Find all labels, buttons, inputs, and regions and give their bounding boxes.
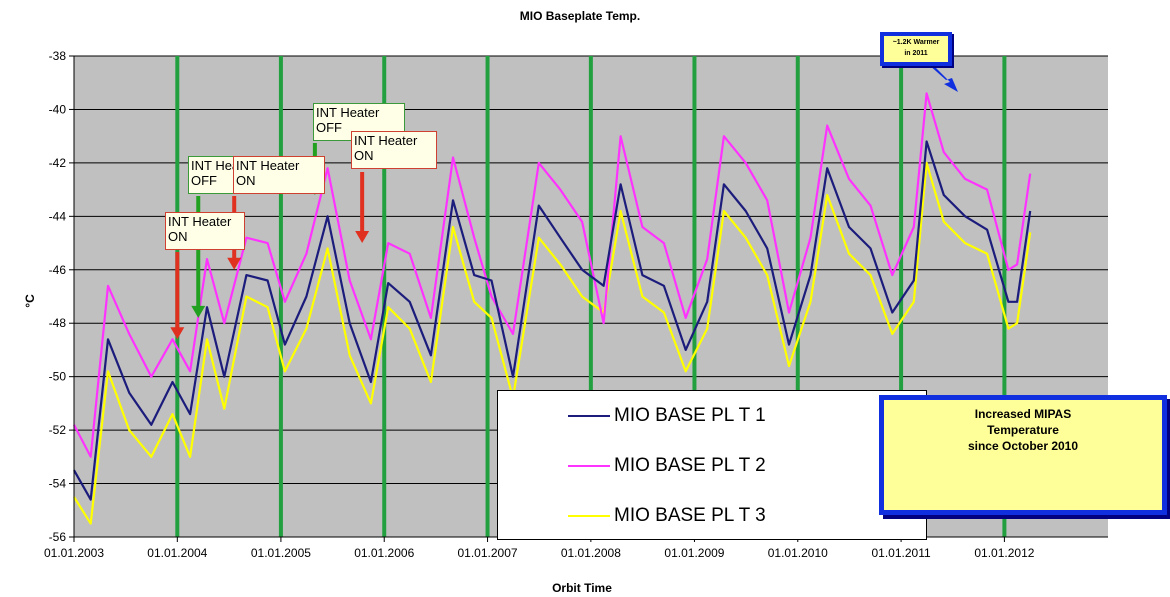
legend-label: MIO BASE PL T 1 [614,405,766,426]
y-tick-label: -42 [49,156,67,170]
x-tick-label: 01.01.2012 [974,546,1034,560]
legend-label: MIO BASE PL T 2 [614,455,766,476]
x-tick-label: 01.01.2004 [147,546,207,560]
x-tick-label: 01.01.2003 [44,546,104,560]
y-axis-ticks: -38 -40 -42 -44 -46 -48 -50 -52 -54 -56 [49,49,75,544]
x-tick-label: 01.01.2011 [872,546,931,560]
x-tick-label: 01.01.2006 [354,546,414,560]
legend-label: MIO BASE PL T 3 [614,505,766,526]
x-axis-ticks: 01.01.2003 01.01.2004 01.01.2005 01.01.2006… [44,536,1108,560]
arrow-head-int-heater-on-2 [227,257,242,270]
annotation-int-heater-on-1: INT Heater ON [165,212,245,250]
legend-swatch [568,465,610,467]
legend-entry: MIO BASE PL T 1 [498,401,926,431]
y-axis-label: °C [23,294,37,308]
series-line-1 [73,140,1032,501]
y-tick-label: -40 [49,102,67,116]
mipas-temperature-callout: Increased MIPAS Temperature since Octobe… [879,395,1167,515]
legend: MIO BASE PL T 1 MIO BASE PL T 2 MIO BASE… [497,390,927,540]
x-tick-label: 01.01.2010 [768,546,828,560]
legend-swatch [568,515,610,517]
y-tick-label: -48 [49,316,67,330]
annotation-int-heater-on-3: INT Heater ON [351,131,437,169]
x-tick-label: 01.01.2007 [458,546,518,560]
arrow-head-int-heater-off-1 [191,305,206,318]
annotation-int-heater-on-2: INT Heater ON [233,156,325,194]
y-tick-label: -46 [49,263,67,277]
y-tick-label: -52 [49,423,67,437]
legend-entry: MIO BASE PL T 3 [498,501,926,531]
x-axis-label: Orbit Time [552,581,612,595]
x-tick-label: 01.01.2005 [251,546,311,560]
series-line-3 [73,161,1032,525]
y-tick-label: -54 [49,477,67,491]
warmer-callout-arrow [928,62,958,92]
warmer-callout: ~1.2K Warmer in 2011 [880,32,952,66]
series-line-2 [73,92,1032,458]
legend-swatch [568,415,610,417]
series-layer [73,92,1032,525]
legend-entry: MIO BASE PL T 2 [498,451,926,481]
y-tick-label: -44 [49,209,67,223]
arrow-head-int-heater-on-1 [170,327,185,340]
arrow-head-int-heater-on-3 [355,231,370,244]
x-tick-label: 01.01.2008 [561,546,621,560]
x-tick-label: 01.01.2009 [664,546,724,560]
y-tick-label: -56 [49,530,67,544]
y-tick-label: -50 [49,370,67,384]
y-tick-label: -38 [49,49,67,63]
chart-title: MIO Baseplate Temp. [520,9,640,23]
